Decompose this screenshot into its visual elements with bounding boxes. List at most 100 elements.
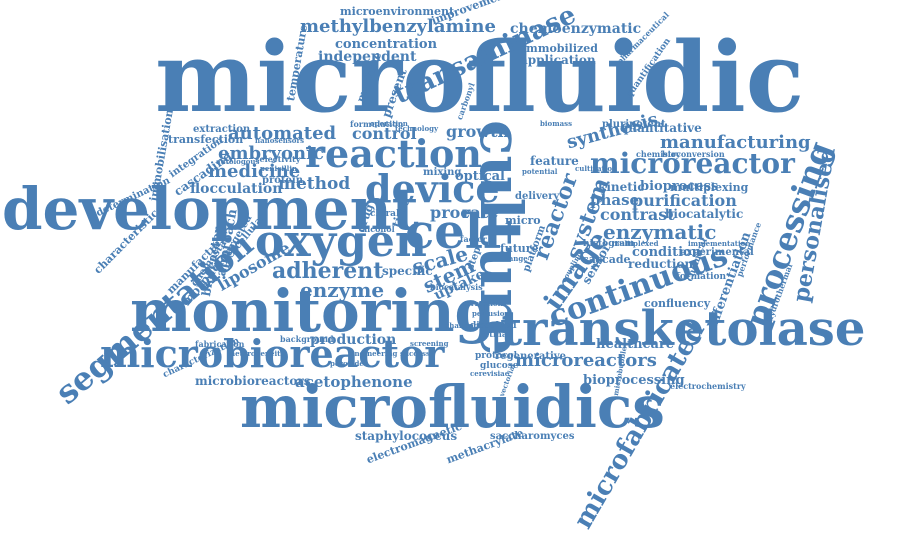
word-confluency: confluency <box>644 297 711 310</box>
word-purification: purification <box>632 191 737 210</box>
word-peroxide: peroxide <box>330 359 364 368</box>
word-chemistry: chemistry <box>636 149 681 159</box>
word-condition: condition <box>632 245 702 260</box>
word-microbioreactor: microbioreactor <box>100 331 445 376</box>
word-bioprocess: bioprocess <box>640 179 719 194</box>
word-dissolved: dissolved <box>470 321 517 331</box>
word-operation: operation <box>370 119 408 128</box>
word-microreactors: microreactors <box>515 350 657 371</box>
word-specific: specific <box>382 264 433 278</box>
word-feature: feature <box>530 154 579 168</box>
word-biocatalysis: biocatalysis <box>430 282 483 292</box>
word-flocculation: flocculation <box>190 181 283 197</box>
word-enzymatic: enzymatic <box>603 220 717 244</box>
word-microfluidic: microfluidic <box>155 21 805 134</box>
word-development: development <box>2 175 419 243</box>
word-automated: automated <box>228 123 337 144</box>
word-chemoenzymatic: chemoenzymatic <box>510 21 642 37</box>
word-nanosensors: nanosensors <box>255 136 305 145</box>
word-experimental: experimental <box>680 247 754 258</box>
word-micro: micro <box>505 214 541 227</box>
word-multiplexing: multiplexing <box>670 181 749 194</box>
word-independent: independent <box>318 49 417 65</box>
word-histogram: histogram <box>583 239 635 249</box>
word-phase: phase <box>590 191 640 209</box>
word-growth: growth <box>446 122 510 141</box>
word-cerevisiae: cerevisiae <box>470 369 510 378</box>
word-medicine: medicine <box>208 161 301 182</box>
word-future: future <box>500 242 539 255</box>
word-electrochemistry: electrochemistry <box>670 381 746 391</box>
word-microreactor: microreactor <box>590 147 795 180</box>
word-delivery: delivery <box>515 191 560 202</box>
word-healthcare: healthcare <box>596 337 674 352</box>
word-cell: cell <box>405 204 502 260</box>
word-screening: screening <box>410 339 449 348</box>
word-challenge: challenge <box>445 321 484 330</box>
word-multiplexed: multiplexed <box>612 239 659 248</box>
word-application: application <box>520 53 596 67</box>
word-selectivity: selectivity <box>255 154 301 164</box>
word-monitoring: monitoring <box>130 277 496 345</box>
word-transketolase: transketolase <box>500 301 866 357</box>
word-methylbenzylamine: methylbenzylamine <box>300 16 496 37</box>
word-fabrication: fabrication <box>195 339 245 349</box>
word-kinetic: kinetic <box>598 180 645 194</box>
word-proc: proc <box>430 203 471 222</box>
word-oxygen: oxygen <box>255 216 427 267</box>
word-heterogeneity: heterogeneity <box>230 349 285 358</box>
word-microfluidics: microfluidics <box>240 373 665 441</box>
word-pluripotent: pluripotent <box>602 119 666 130</box>
word-enzyme: enzyme <box>300 278 385 302</box>
word-production: production <box>310 332 397 348</box>
word-concentration: concentration <box>335 37 438 52</box>
word-glucose: glucose <box>480 361 519 371</box>
word-engineering: engineering <box>350 349 398 358</box>
word-bioprocessing: bioprocessing <box>583 373 685 388</box>
word-control: control <box>352 124 417 143</box>
word-protein: protein <box>262 175 303 186</box>
word-acetophenone: acetophenone <box>295 373 413 391</box>
word-background: background <box>280 334 334 344</box>
word-protocol: protocol <box>475 351 518 361</box>
word-retinal: retinal <box>480 329 511 339</box>
word-rate: rate <box>462 203 499 222</box>
word-saccharomyces: saccharomyces <box>490 431 575 442</box>
word-technology: technology <box>395 124 439 133</box>
word-regenerative: regenerative <box>495 351 566 362</box>
word-microbioreactors: microbioreactors <box>195 374 311 388</box>
word-microenvironment: microenvironment <box>340 5 455 18</box>
word-formation: formation <box>676 272 727 282</box>
word-bioconversion: bioconversion <box>662 149 725 159</box>
word-mixing: mixing <box>423 167 462 178</box>
word-contrast: contrast <box>600 205 675 224</box>
word-biocatalytic: biocatalytic <box>665 207 744 221</box>
word-success: success <box>400 349 430 358</box>
word-extraction: extraction <box>193 124 251 135</box>
word-alcohol: alcohol <box>362 224 395 234</box>
word-autologous: autologous <box>216 157 260 166</box>
word-range: range <box>505 254 528 263</box>
word-transfection: transfection <box>168 133 244 146</box>
word-perfusion: perfusion <box>472 309 510 318</box>
word-formulation: formulation <box>350 119 404 129</box>
word-potential: potential <box>522 167 558 176</box>
word-factor: factor <box>460 234 487 244</box>
word-cascade: cascade <box>582 253 631 266</box>
word-optical: optical <box>455 169 505 184</box>
word-cultivation: cultivation <box>575 164 618 173</box>
word-penicillin: penicillin <box>260 164 298 173</box>
word-chiral: chiral <box>370 209 400 219</box>
word-adherent: adherent <box>272 258 384 284</box>
word-immobilized: immobilized <box>522 42 598 55</box>
word-staphylococcus: staphylococcus <box>355 429 458 443</box>
word-biomass: biomass <box>540 119 573 128</box>
word-method: method <box>278 174 351 194</box>
word-correction: correction <box>462 299 503 308</box>
word-reaction: reaction <box>305 131 482 176</box>
word-embryonic: embryonic <box>218 143 324 164</box>
word-device: device <box>365 166 500 211</box>
word-manufacturing: manufacturing <box>660 132 811 153</box>
word-quantitative: quantitative <box>620 121 702 135</box>
